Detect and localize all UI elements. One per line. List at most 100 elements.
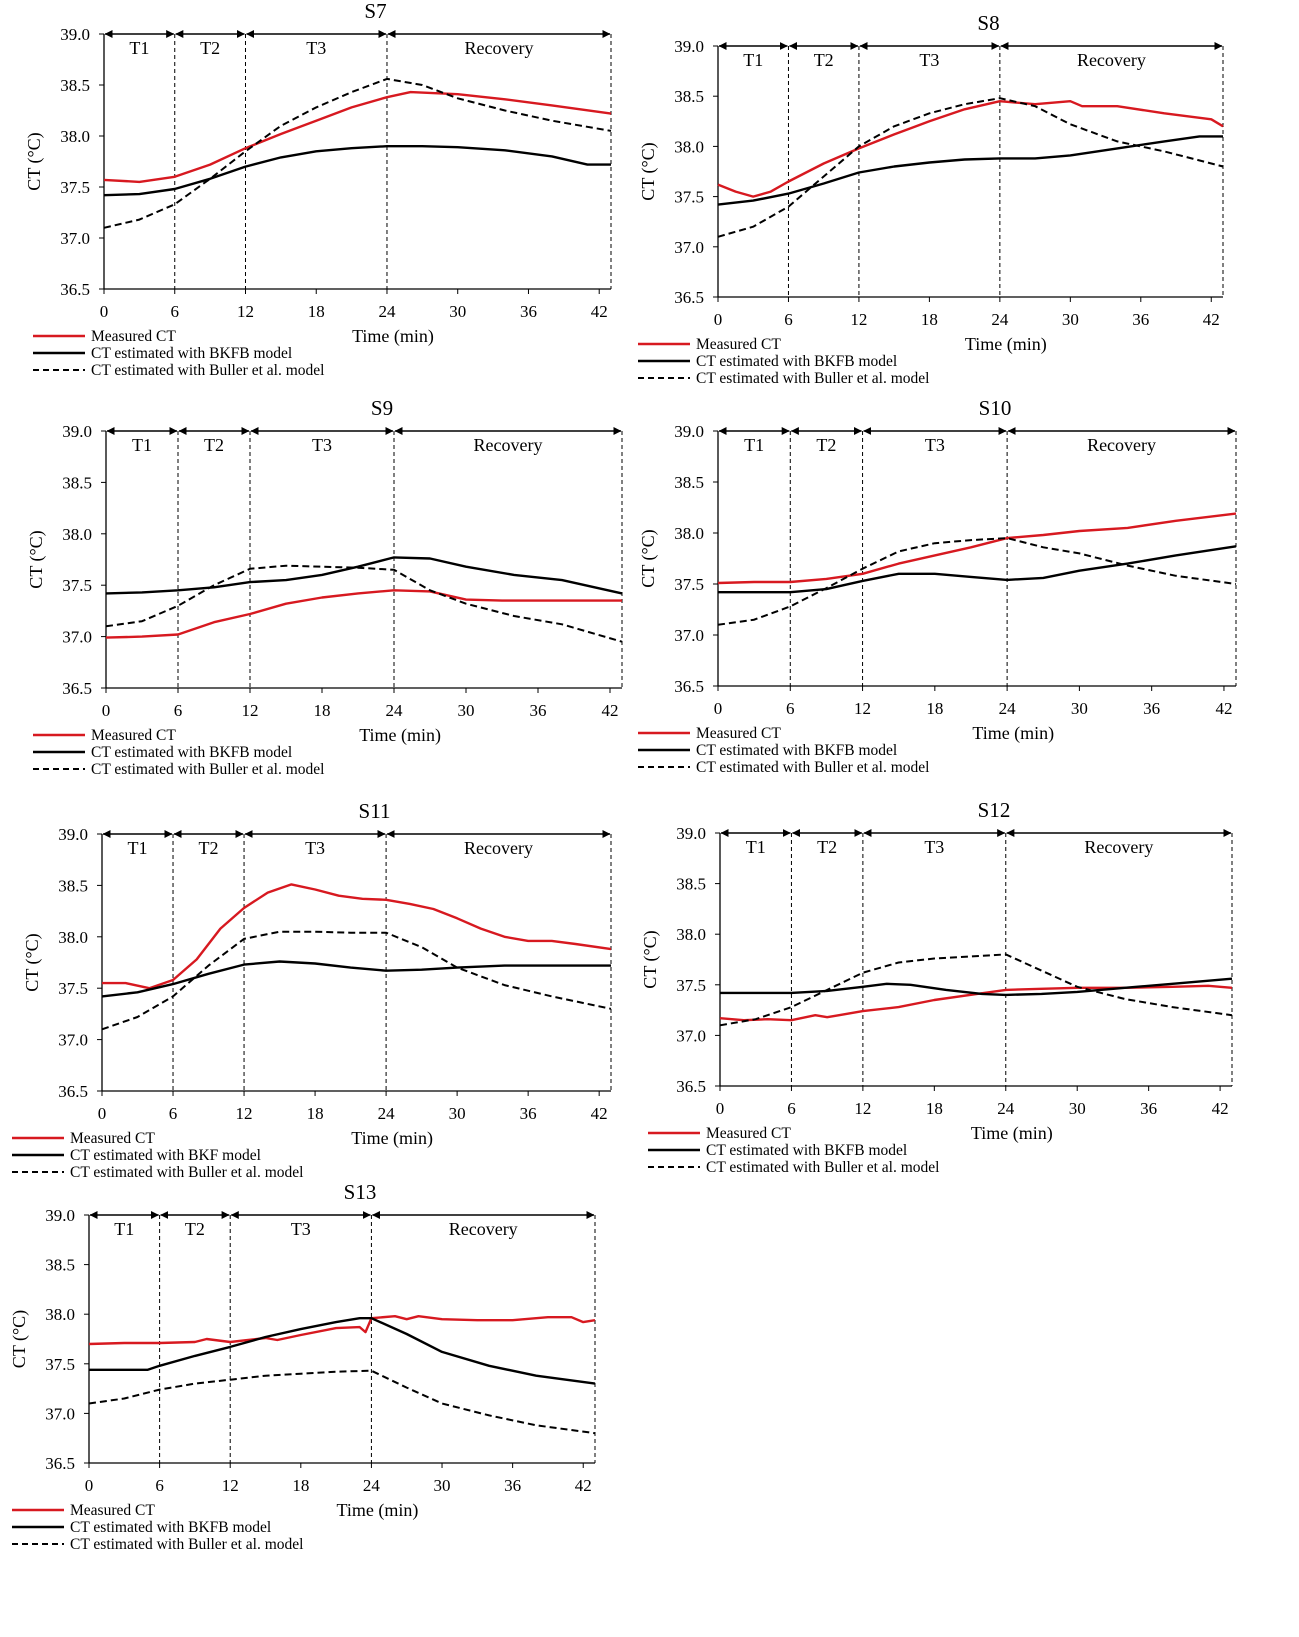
legend-label: Measured CT [706,1125,791,1142]
x-tick-label: 42 [1203,310,1220,329]
legend-label: CT estimated with Buller et al. model [70,1164,303,1181]
y-tick-label: 37.0 [62,628,92,647]
x-tick-label: 18 [292,1476,309,1495]
x-tick-label: 24 [997,1099,1015,1118]
series-line-buller [88,1369,596,1435]
y-axis-label: CT (°C) [24,132,45,190]
y-tick-label: 37.5 [58,979,88,998]
x-tick-label: 42 [575,1476,592,1495]
panel-title: S8 [977,11,999,35]
x-tick-label: 0 [714,699,723,718]
x-tick-label: 30 [458,701,475,720]
legend-label: CT estimated with Buller et al. model [91,362,324,379]
phase-label: T2 [185,1219,205,1239]
x-tick-label: 0 [716,1099,725,1118]
x-tick-label: 12 [242,701,259,720]
phase-label: T1 [744,435,764,455]
phase-label: T3 [291,1219,311,1239]
phase-label: T3 [924,837,944,857]
legend-label: CT estimated with BKFB model [91,345,292,362]
panel-s10: S10 36.5 37.0 37.5 38.0 38.5 39.0 0 6 12 18 24 30 36 4… [638,396,1237,776]
phase-label: T2 [814,50,834,70]
legend-label: Measured CT [91,328,176,345]
x-tick-label: 6 [170,302,179,321]
series-line-buller [719,953,1233,1027]
x-tick-label: 12 [854,1099,871,1118]
y-tick-label: 37.5 [60,178,90,197]
legend-label: CT estimated with Buller et al. model [696,370,929,387]
x-tick-label: 0 [714,310,723,329]
y-tick-label: 36.5 [674,288,704,307]
x-axis-label: Time (min) [971,1123,1053,1144]
y-tick-label: 38.5 [58,876,88,895]
phase-label: T1 [114,1219,134,1239]
series-line-bkfb [720,977,1233,997]
phase-label: Recovery [465,38,534,58]
legend-label: CT estimated with Buller et al. model [706,1159,939,1176]
x-tick-label: 36 [1132,310,1149,329]
y-tick-label: 37.5 [676,976,706,995]
y-tick-label: 39.0 [676,824,706,843]
x-tick-label: 42 [1215,699,1232,718]
y-tick-label: 38.0 [45,1305,75,1324]
series-line-bkfb [718,545,1237,594]
y-tick-label: 37.5 [62,576,92,595]
panel-s12: S12 36.5 37.0 37.5 38.0 38.5 39.0 0 6 12 18 24 30 36 4… [640,798,1233,1176]
phase-label: T3 [306,38,326,58]
x-tick-label: 30 [449,1104,466,1123]
panel-title: S12 [978,798,1011,822]
series-line-bkfb [103,145,611,197]
series-line-measured [719,984,1233,1022]
y-tick-label: 36.5 [58,1082,88,1101]
x-tick-label: 24 [378,302,396,321]
series-line-bkfb [105,556,623,595]
x-tick-label: 18 [314,701,331,720]
x-tick-label: 24 [991,310,1009,329]
legend-label: Measured CT [70,1502,155,1519]
legend-label: CT estimated with Buller et al. model [696,759,929,776]
x-tick-label: 36 [520,302,537,321]
y-tick-label: 38.5 [45,1256,75,1275]
y-tick-label: 37.0 [58,1031,88,1050]
legend-label: Measured CT [696,336,781,353]
panel-s9: S9 36.5 37.0 37.5 38.0 38.5 39.0 0 6 12 18 24 30 36 42… [26,396,623,778]
y-tick-label: 38.5 [674,473,704,492]
series-line-bkfb [101,960,611,998]
phase-label: T1 [746,837,766,857]
y-tick-label: 37.5 [674,188,704,207]
x-tick-label: 24 [363,1476,381,1495]
x-tick-label: 24 [378,1104,396,1123]
y-tick-label: 38.0 [676,925,706,944]
phase-label: T1 [132,435,152,455]
series-line-buller [717,97,1224,238]
y-axis-label: CT (°C) [638,142,659,200]
x-tick-label: 30 [1071,699,1088,718]
legend-label: CT estimated with BKFB model [70,1519,271,1536]
y-tick-label: 37.0 [45,1404,75,1423]
panel-title: S10 [979,396,1012,420]
x-tick-label: 12 [850,310,867,329]
x-tick-label: 6 [174,701,183,720]
x-tick-label: 12 [237,302,254,321]
x-tick-label: 0 [100,302,109,321]
phase-label: Recovery [464,838,533,858]
x-tick-label: 6 [786,699,795,718]
y-tick-label: 38.5 [60,76,90,95]
phase-label: T1 [128,838,148,858]
y-tick-label: 39.0 [674,37,704,56]
y-tick-label: 39.0 [62,422,92,441]
x-axis-label: Time (min) [352,326,434,347]
series-line-measured [717,100,1224,198]
y-tick-label: 38.0 [674,137,704,156]
y-axis-label: CT (°C) [638,529,659,587]
legend-label: CT estimated with Buller et al. model [91,761,324,778]
x-tick-label: 12 [236,1104,253,1123]
y-tick-label: 38.5 [674,87,704,106]
x-tick-label: 0 [85,1476,94,1495]
x-tick-label: 36 [504,1476,521,1495]
x-tick-label: 42 [602,701,619,720]
phase-label: T1 [743,50,763,70]
y-axis-label: CT (°C) [9,1310,30,1368]
x-tick-label: 36 [530,701,547,720]
